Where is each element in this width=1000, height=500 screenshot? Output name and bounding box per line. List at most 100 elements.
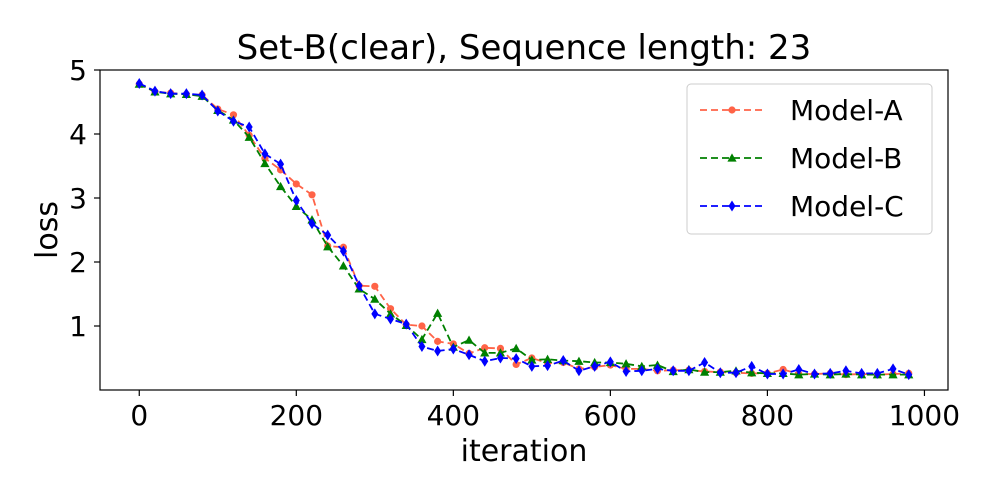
data-point-model-c [214, 105, 222, 117]
legend: Model-A Model-B Model-C [686, 83, 933, 235]
x-tick-label: 0 [130, 399, 148, 432]
data-point-model-c [324, 229, 332, 241]
data-point-model-c [135, 77, 143, 89]
data-point-model-c [151, 85, 159, 97]
data-point-model-c [669, 365, 677, 377]
data-point-model-b [527, 355, 537, 364]
data-point-model-c [544, 360, 552, 372]
y-axis-label: loss [30, 201, 65, 259]
data-point-model-c [245, 121, 253, 133]
data-point-model-c [716, 367, 724, 379]
data-point-model-c [292, 195, 300, 207]
data-point-model-a [434, 337, 442, 345]
data-point-model-c [481, 355, 489, 367]
data-point-model-a [308, 191, 316, 199]
x-tick-label: 200 [270, 399, 323, 432]
data-point-model-c [653, 363, 661, 375]
legend-marker-model-a [728, 106, 736, 114]
data-point-model-c [873, 367, 881, 379]
x-tick-label: 400 [427, 399, 480, 432]
data-point-model-a [292, 180, 300, 188]
data-point-model-b [417, 334, 427, 344]
chart-title: Set-B(clear), Sequence length: 23 [237, 28, 812, 68]
data-point-model-b [260, 158, 270, 168]
data-point-model-c [449, 343, 457, 355]
axis-ticks: 0 200 400 600 800 1000 1 2 3 4 5 [69, 54, 960, 432]
legend-label-model-c: Model-C [790, 190, 904, 223]
data-point-model-c [496, 352, 504, 364]
data-point-model-c [465, 349, 473, 361]
data-point-model-c [418, 340, 426, 352]
x-tick-label: 800 [741, 399, 794, 432]
data-point-model-a [229, 111, 238, 119]
data-point-model-b [244, 132, 254, 141]
data-point-model-c [811, 368, 819, 380]
data-point-model-c [167, 88, 175, 100]
x-axis-label: iteration [461, 434, 588, 469]
data-point-model-a [512, 360, 520, 368]
data-point-model-b [370, 294, 380, 303]
data-point-model-c [182, 88, 190, 100]
y-tick-label: 5 [69, 54, 87, 87]
data-point-model-b [747, 368, 757, 377]
data-point-model-c [434, 345, 442, 357]
data-point-model-c [685, 365, 693, 377]
legend-box [686, 83, 933, 235]
data-point-model-c [905, 369, 913, 381]
legend-label-model-a: Model-A [790, 94, 903, 127]
data-point-model-b [574, 356, 584, 365]
y-tick-label: 4 [69, 118, 87, 151]
data-point-model-a [481, 344, 489, 352]
y-tick-label: 2 [69, 246, 87, 279]
x-tick-label: 600 [584, 399, 637, 432]
data-point-model-c [638, 365, 646, 377]
data-point-model-c [355, 280, 363, 292]
data-point-model-c [229, 115, 237, 127]
data-point-model-c [512, 353, 520, 365]
legend-label-model-b: Model-B [790, 142, 902, 175]
data-point-model-c [277, 158, 285, 170]
data-point-model-b [338, 261, 349, 270]
y-tick-label: 1 [69, 310, 87, 343]
data-point-model-c [528, 360, 536, 372]
data-point-model-c [339, 245, 347, 257]
data-point-model-c [622, 365, 630, 377]
data-point-model-c [387, 313, 395, 325]
series-model-c [135, 77, 913, 381]
data-point-model-b [495, 348, 506, 357]
data-point-model-c [402, 318, 410, 330]
data-point-model-c [198, 89, 206, 101]
data-point-model-a [418, 322, 426, 330]
data-point-model-b [275, 181, 286, 191]
data-point-model-c [842, 365, 850, 377]
legend-marker-model-c [728, 200, 736, 212]
data-point-model-c [308, 218, 316, 230]
data-point-model-b [464, 335, 474, 344]
data-point-model-c [371, 308, 379, 320]
plot-frame [99, 69, 949, 391]
data-point-model-c [559, 355, 567, 367]
data-point-model-c [732, 367, 740, 379]
data-point-model-c [575, 365, 583, 377]
data-point-model-b [511, 343, 521, 353]
data-point-model-c [826, 367, 834, 379]
data-point-model-b [433, 308, 443, 317]
data-point-model-b [323, 242, 333, 251]
data-point-model-a [371, 282, 379, 290]
data-point-model-b [480, 348, 490, 357]
data-point-model-c [763, 368, 771, 380]
data-point-model-c [701, 356, 709, 368]
plot-area [134, 77, 914, 381]
data-point-model-c [591, 360, 599, 372]
x-tick-label: 1000 [889, 399, 960, 432]
data-point-model-b [542, 354, 553, 363]
y-tick-label: 3 [69, 182, 87, 215]
data-point-model-a [386, 305, 395, 313]
data-point-model-c [261, 148, 269, 160]
data-point-model-c [748, 360, 756, 372]
data-point-model-c [606, 356, 614, 368]
data-point-model-c [795, 364, 803, 376]
data-point-model-b [621, 359, 631, 368]
data-point-model-b [385, 309, 396, 318]
